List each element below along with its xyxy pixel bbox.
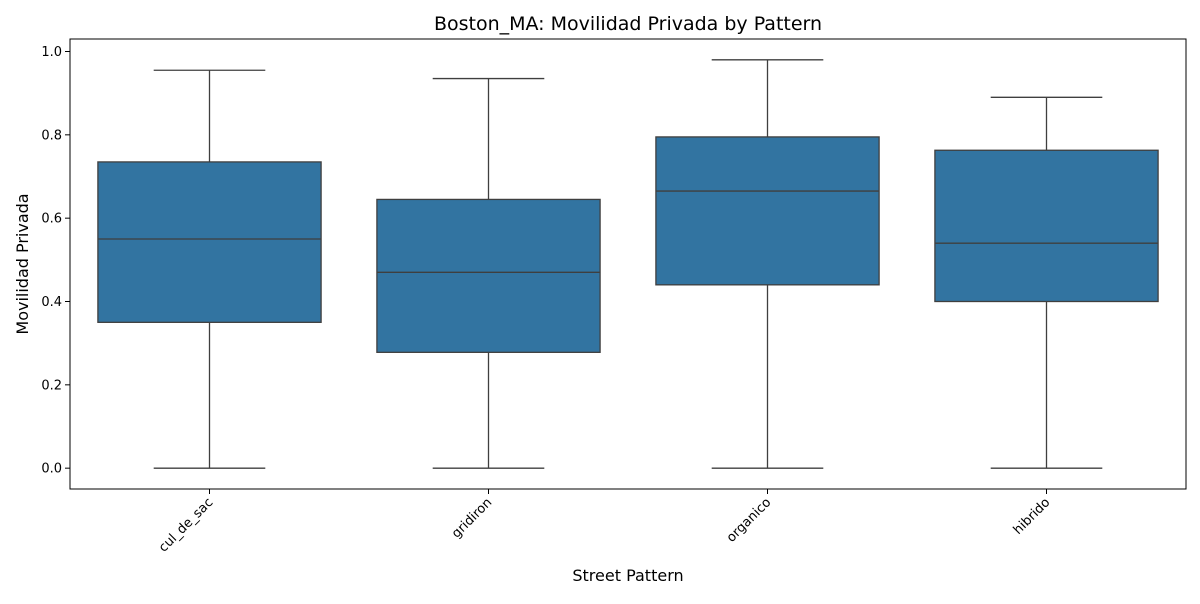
x-axis-label: Street Pattern (572, 566, 683, 585)
y-tick-label: 0.4 (41, 295, 62, 310)
plot-frame (69, 38, 1187, 490)
box-hibrido (934, 149, 1159, 303)
y-axis-label: Movilidad Privada (13, 193, 32, 334)
box-cul_de_sac (97, 161, 322, 323)
chart-title: Boston_MA: Movilidad Privada by Pattern (434, 13, 822, 35)
box-gridiron (376, 198, 601, 353)
plot-area: 0.0 0.2 0.4 0.6 0.8 1.0 cul_de_sac gridiron orga… (41, 38, 1187, 555)
y-tick-label: 0.0 (41, 462, 62, 477)
x-tick-label: gridiron (449, 495, 495, 541)
y-tick-label: 1.0 (41, 45, 62, 60)
x-tick-label: organico (724, 495, 774, 545)
y-tick-label: 0.6 (41, 212, 62, 227)
x-tick-label: hibrido (1011, 495, 1054, 538)
y-tick-label: 0.8 (41, 128, 62, 143)
box-organico (655, 136, 880, 286)
y-tick-label: 0.2 (41, 378, 62, 393)
x-tick-label: cul_de_sac (156, 495, 216, 555)
